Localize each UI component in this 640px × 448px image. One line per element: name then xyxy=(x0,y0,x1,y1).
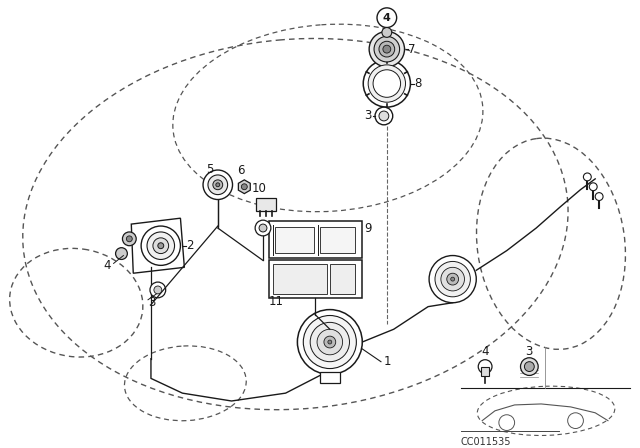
Circle shape xyxy=(524,362,534,371)
Text: 7: 7 xyxy=(408,43,416,56)
Circle shape xyxy=(441,267,465,291)
Circle shape xyxy=(208,175,228,194)
Bar xyxy=(269,260,362,298)
Circle shape xyxy=(379,41,395,57)
Circle shape xyxy=(203,170,232,199)
Circle shape xyxy=(377,8,397,27)
Circle shape xyxy=(216,183,220,187)
Circle shape xyxy=(435,262,470,297)
Circle shape xyxy=(568,413,584,429)
Text: 4: 4 xyxy=(383,13,391,23)
Bar xyxy=(320,371,340,383)
Text: 5: 5 xyxy=(206,163,214,176)
Circle shape xyxy=(447,273,459,285)
Circle shape xyxy=(147,232,175,259)
Text: 11: 11 xyxy=(269,295,284,308)
Text: 4: 4 xyxy=(104,259,111,272)
Circle shape xyxy=(328,340,332,344)
Circle shape xyxy=(298,310,362,375)
Circle shape xyxy=(310,323,349,362)
Circle shape xyxy=(241,184,247,190)
Text: 6: 6 xyxy=(237,164,245,177)
Circle shape xyxy=(150,282,166,298)
Circle shape xyxy=(374,36,399,62)
Circle shape xyxy=(126,236,132,242)
Text: 2: 2 xyxy=(186,239,194,252)
Text: 8: 8 xyxy=(414,77,422,90)
Circle shape xyxy=(595,193,603,201)
Circle shape xyxy=(499,415,515,431)
Circle shape xyxy=(158,243,164,249)
Circle shape xyxy=(116,248,127,259)
Bar xyxy=(320,227,355,253)
Circle shape xyxy=(382,27,392,37)
Bar xyxy=(273,264,327,294)
Circle shape xyxy=(153,238,169,254)
Circle shape xyxy=(317,329,342,355)
Text: 1: 1 xyxy=(384,355,392,368)
Circle shape xyxy=(520,358,538,375)
Bar xyxy=(269,221,362,258)
Circle shape xyxy=(303,315,356,369)
Circle shape xyxy=(383,45,391,53)
Circle shape xyxy=(584,173,591,181)
Circle shape xyxy=(478,360,492,374)
Bar xyxy=(256,198,276,211)
Bar xyxy=(275,227,314,253)
Text: 3: 3 xyxy=(364,109,371,122)
Text: 9: 9 xyxy=(364,221,372,234)
Circle shape xyxy=(324,336,336,348)
Circle shape xyxy=(122,232,136,246)
Polygon shape xyxy=(131,218,184,273)
Circle shape xyxy=(368,65,406,102)
Circle shape xyxy=(364,60,410,107)
Text: CC011535: CC011535 xyxy=(461,437,511,448)
Circle shape xyxy=(375,107,393,125)
Text: 3: 3 xyxy=(525,345,533,358)
Circle shape xyxy=(259,224,267,232)
Circle shape xyxy=(373,70,401,97)
Text: 4: 4 xyxy=(481,345,489,358)
Circle shape xyxy=(369,31,404,67)
Bar xyxy=(330,264,355,294)
Circle shape xyxy=(589,183,597,191)
Circle shape xyxy=(379,111,388,121)
Text: 3: 3 xyxy=(148,296,156,309)
Circle shape xyxy=(429,255,476,303)
Text: 10: 10 xyxy=(252,182,266,195)
Circle shape xyxy=(255,220,271,236)
Circle shape xyxy=(213,180,223,190)
Circle shape xyxy=(154,286,162,294)
Polygon shape xyxy=(238,180,250,194)
Circle shape xyxy=(451,277,454,281)
Circle shape xyxy=(141,226,180,265)
Bar xyxy=(481,366,489,376)
